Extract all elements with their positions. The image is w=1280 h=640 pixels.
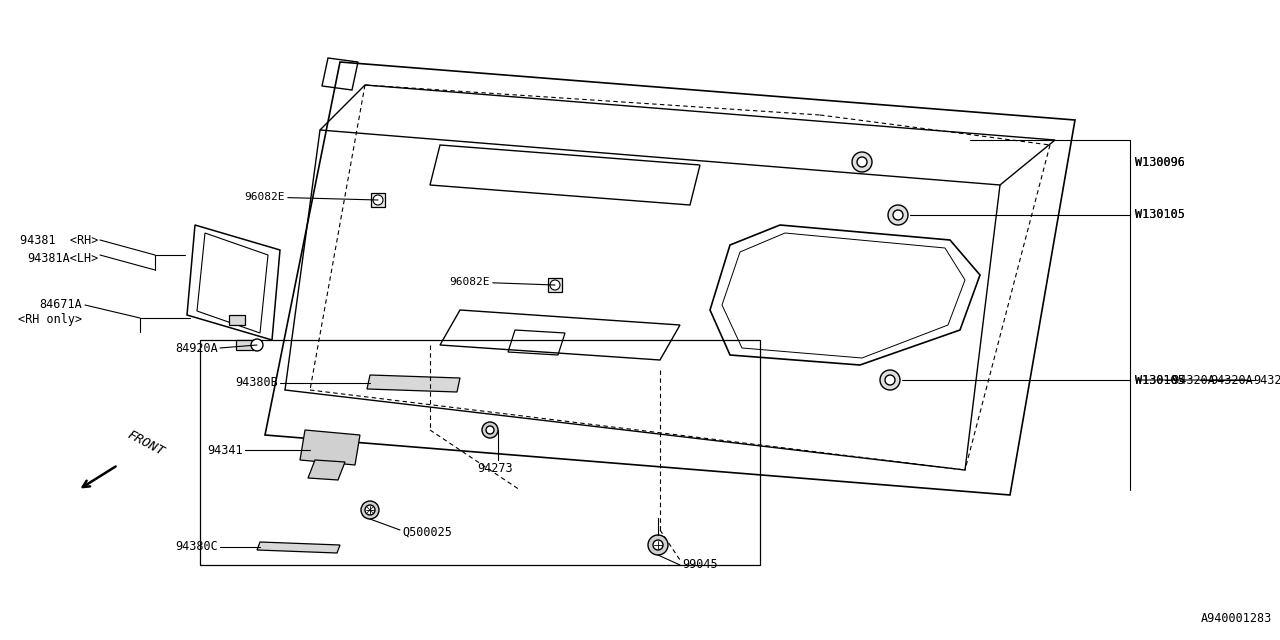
Text: 94273: 94273 — [477, 461, 513, 474]
Polygon shape — [367, 375, 460, 392]
Text: W130105: W130105 — [1135, 374, 1185, 387]
Circle shape — [881, 370, 900, 390]
Circle shape — [550, 280, 561, 290]
Text: <RH only>: <RH only> — [18, 314, 82, 326]
Circle shape — [483, 422, 498, 438]
Text: 94320A: 94320A — [1210, 374, 1253, 387]
Circle shape — [486, 426, 494, 434]
Text: 94381  <RH>: 94381 <RH> — [19, 234, 99, 246]
Text: —94320A: —94320A — [1165, 374, 1215, 387]
Text: Q500025: Q500025 — [402, 525, 452, 538]
Circle shape — [653, 540, 663, 550]
Text: 94380B: 94380B — [236, 376, 278, 390]
Text: 94341: 94341 — [207, 444, 243, 456]
Text: W130105: W130105 — [1135, 209, 1185, 221]
Text: 99045: 99045 — [682, 559, 718, 572]
Circle shape — [372, 195, 383, 205]
Circle shape — [365, 505, 375, 515]
Bar — [371, 193, 385, 207]
Text: 94380C: 94380C — [175, 541, 218, 554]
Polygon shape — [300, 430, 360, 465]
Text: A940001283: A940001283 — [1201, 612, 1272, 625]
Circle shape — [852, 152, 872, 172]
Text: W130105: W130105 — [1135, 209, 1185, 221]
Circle shape — [858, 157, 867, 167]
Text: W130096: W130096 — [1135, 156, 1185, 168]
Text: 96082E: 96082E — [244, 192, 378, 202]
Circle shape — [648, 535, 668, 555]
Text: 94381A<LH>: 94381A<LH> — [27, 252, 99, 264]
Bar — [236, 340, 253, 350]
Text: W130096: W130096 — [1135, 156, 1185, 168]
Text: 84920A: 84920A — [175, 342, 218, 355]
Circle shape — [884, 375, 895, 385]
Circle shape — [888, 205, 908, 225]
Circle shape — [893, 210, 902, 220]
Text: FRONT: FRONT — [125, 428, 166, 458]
Polygon shape — [257, 542, 340, 553]
Bar — [548, 278, 562, 292]
Polygon shape — [308, 460, 346, 480]
Text: 94320A: 94320A — [1253, 374, 1280, 387]
Bar — [229, 315, 244, 325]
Text: W130105: W130105 — [1135, 374, 1185, 387]
Circle shape — [361, 501, 379, 519]
Text: 84671A: 84671A — [40, 298, 82, 312]
Text: 96082E: 96082E — [449, 277, 556, 287]
Circle shape — [251, 339, 262, 351]
